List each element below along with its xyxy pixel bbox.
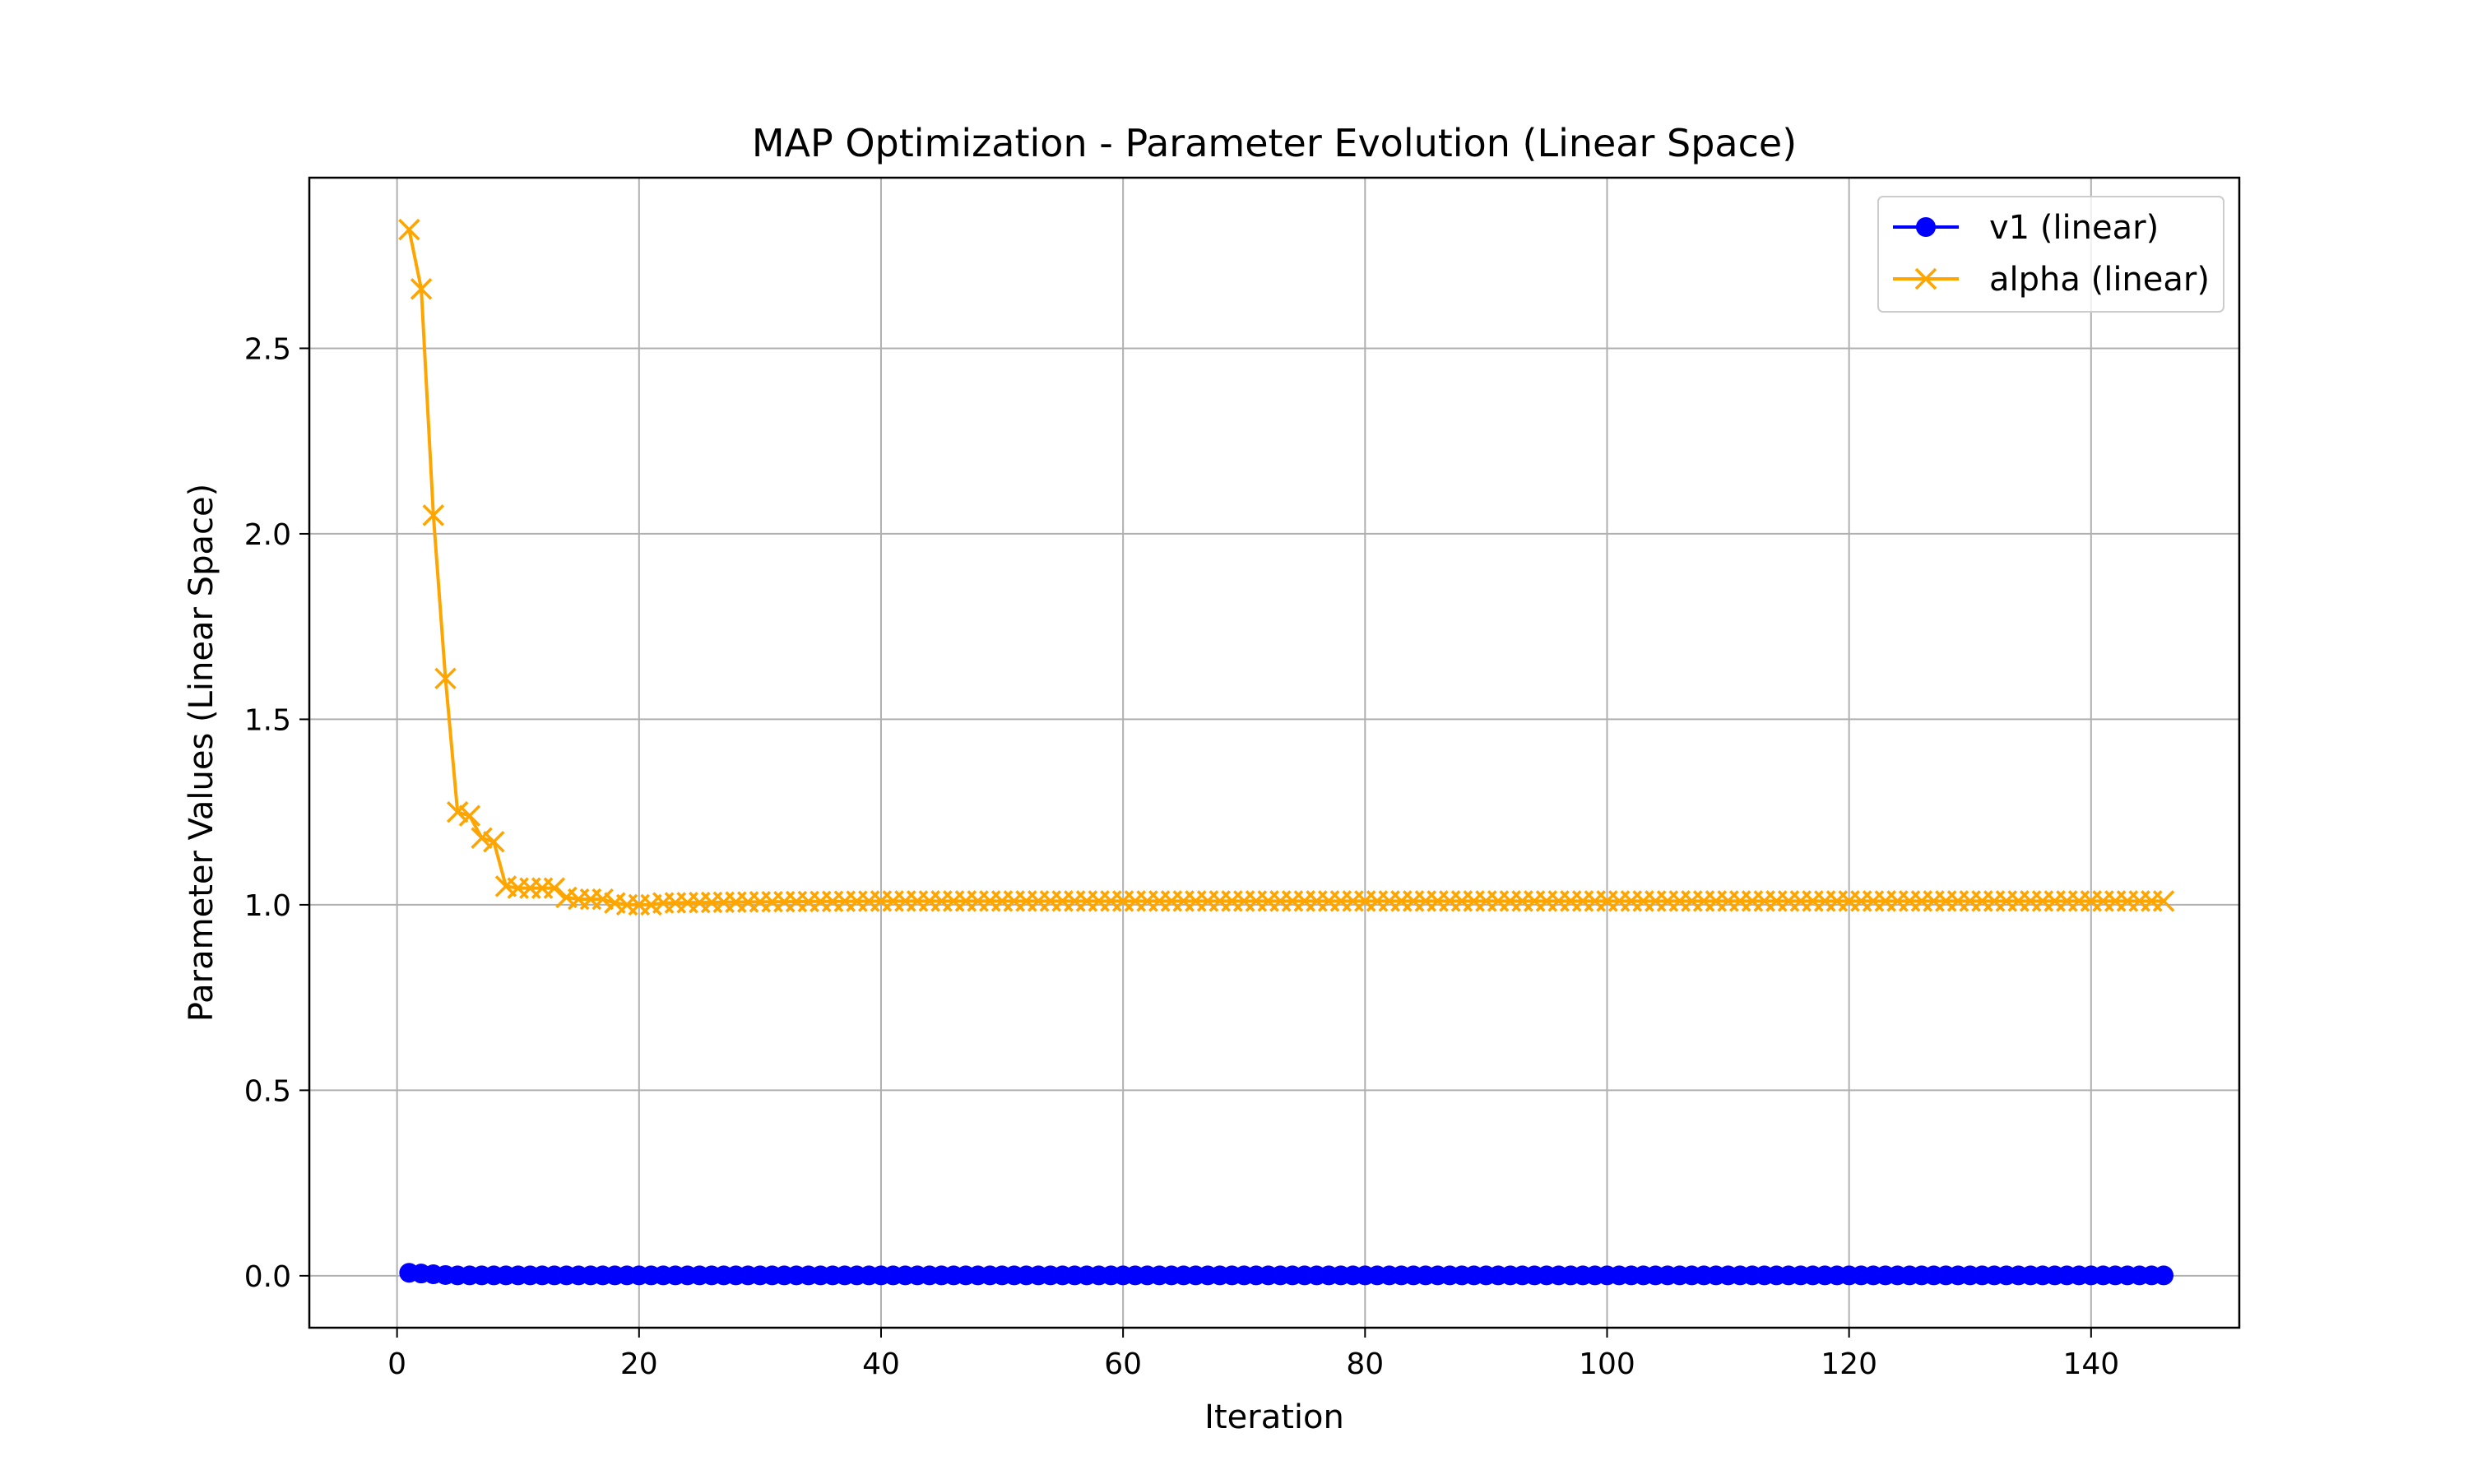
data-point <box>398 218 420 241</box>
legend: v1 (linear) alpha (linear) <box>1877 196 2224 313</box>
data-point <box>2154 1265 2174 1286</box>
series-v1 <box>399 1263 2174 1286</box>
x-tick-label: 20 <box>620 1347 658 1381</box>
y-tick-label: 2.5 <box>244 332 291 366</box>
legend-item: alpha (linear) <box>1893 261 2210 299</box>
y-tick-label: 2.0 <box>244 518 291 552</box>
data-point <box>483 830 505 853</box>
x-axis-label: Iteration <box>1204 1398 1344 1436</box>
series-alpha <box>398 218 2175 916</box>
y-tick-label: 0.0 <box>244 1260 291 1294</box>
data-point <box>458 805 481 827</box>
legend-marker <box>1914 267 1937 290</box>
chart-title: MAP Optimization - Parameter Evolution (… <box>752 121 1797 165</box>
legend-box <box>1877 196 2224 313</box>
legend-marker <box>1916 217 1936 237</box>
x-tick-label: 100 <box>1579 1347 1635 1381</box>
y-axis-label: Parameter Values (Linear Space) <box>183 484 220 1022</box>
data-point <box>446 800 469 823</box>
axis-ticks: 0 20 40 60 80 100 120 140 0.0 0.5 1.0 1.5 2.0 2.5 <box>244 332 2119 1381</box>
y-tick-label: 1.0 <box>244 889 291 923</box>
data-point <box>434 667 457 690</box>
data-point <box>410 278 433 300</box>
y-tick-label: 0.5 <box>244 1074 291 1108</box>
x-tick-label: 40 <box>862 1347 900 1381</box>
x-tick-label: 60 <box>1104 1347 1142 1381</box>
data-point <box>543 877 566 899</box>
plot-frame <box>308 176 2241 1329</box>
x-tick-label: 140 <box>2062 1347 2119 1381</box>
series-layer <box>398 218 2175 1286</box>
legend-label: alpha (linear) <box>1989 261 2210 299</box>
data-point <box>591 888 614 911</box>
y-tick-label: 1.5 <box>244 703 291 737</box>
legend-item: v1 (linear) <box>1893 209 2159 247</box>
data-point <box>471 827 493 849</box>
data-point <box>422 504 444 526</box>
x-tick-label: 120 <box>1821 1347 1877 1381</box>
x-tick-label: 0 <box>387 1347 406 1381</box>
data-point <box>2152 890 2175 912</box>
x-tick-label: 80 <box>1346 1347 1384 1381</box>
legend-label: v1 (linear) <box>1989 209 2159 247</box>
